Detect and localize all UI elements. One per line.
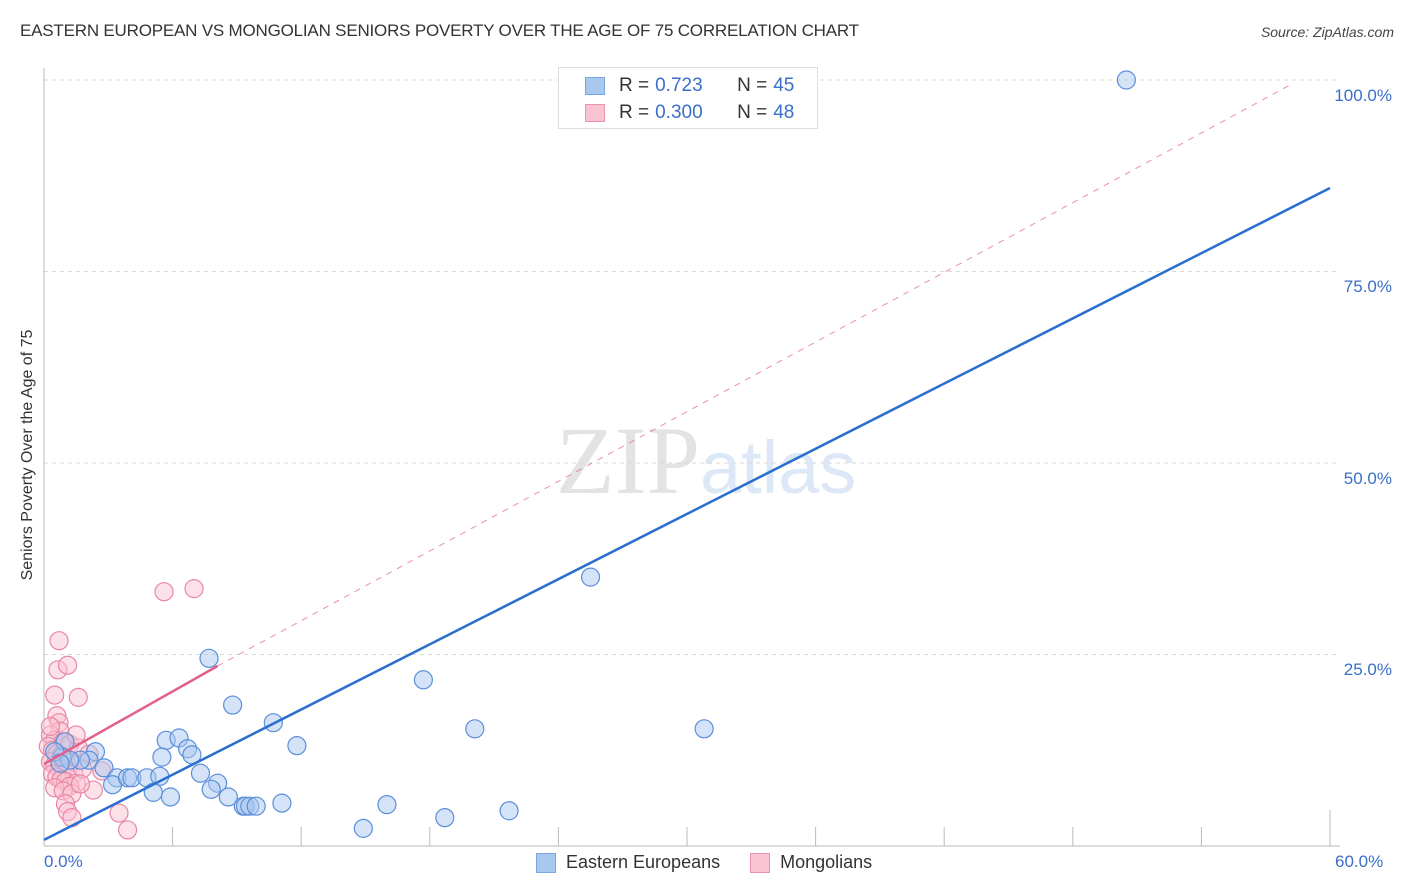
source-credit: Source: ZipAtlas.com: [1260, 24, 1394, 40]
x-tick-0: 0.0%: [44, 852, 83, 871]
r-label: R =: [619, 102, 650, 123]
legend-row-eastern-europeans: R = 0.723 N = 45: [585, 74, 794, 98]
data-point: [152, 747, 172, 767]
data-point: [377, 795, 397, 815]
blue-swatch-icon: [585, 77, 605, 95]
legend-label: Eastern Europeans: [566, 852, 721, 872]
data-point: [199, 648, 219, 668]
correlation-legend: R = 0.723 N = 45 R = 0.300 N = 48: [558, 67, 818, 129]
eastern-europeans-points: [45, 70, 1136, 838]
data-point: [109, 803, 129, 823]
axes: [43, 68, 1340, 847]
data-point: [143, 782, 163, 802]
data-point: [62, 808, 82, 828]
y-tick-75: 75.0%: [1343, 277, 1392, 296]
data-point: [117, 820, 138, 840]
pink-swatch-icon: [750, 852, 771, 873]
y-tick-50: 50.0%: [1343, 469, 1392, 488]
data-point: [94, 758, 114, 778]
trendlines: [43, 84, 1331, 841]
data-point: [435, 808, 455, 828]
n-label: N =: [737, 75, 768, 96]
data-point: [287, 736, 307, 756]
y-tick-25: 25.0%: [1343, 660, 1392, 679]
blue-swatch-icon: [536, 852, 556, 873]
series-legend: Eastern Europeans Mongolians: [536, 852, 902, 873]
r-label: R =: [619, 75, 650, 96]
data-point: [154, 582, 174, 602]
n-value: 48: [773, 102, 795, 123]
legend-item-eastern-europeans[interactable]: Eastern Europeans: [536, 852, 720, 873]
y-tick-100: 100.0%: [1334, 86, 1392, 105]
data-point: [190, 763, 211, 783]
data-point: [499, 801, 519, 821]
data-point: [49, 631, 69, 651]
data-point: [1116, 70, 1136, 90]
r-value: 0.723: [655, 75, 703, 96]
data-point: [413, 670, 433, 690]
data-point: [272, 793, 292, 813]
r-value: 0.300: [655, 102, 703, 123]
data-point: [465, 719, 485, 739]
watermark: ZIPatlas: [556, 405, 856, 516]
watermark-zip: ZIP: [556, 407, 700, 514]
data-point: [45, 685, 65, 705]
chart-title: EASTERN EUROPEAN VS MONGOLIAN SENIORS PO…: [20, 21, 859, 40]
data-point: [223, 695, 243, 715]
n-label: N =: [737, 102, 768, 123]
legend-row-mongolians: R = 0.300 N = 48: [585, 101, 794, 125]
legend-label: Mongolians: [780, 852, 873, 872]
n-value: 45: [773, 75, 795, 96]
data-point: [70, 774, 91, 794]
data-point: [40, 716, 61, 737]
data-point: [694, 719, 714, 739]
data-point: [353, 818, 373, 838]
data-point: [184, 579, 204, 599]
pink-swatch-icon: [585, 104, 605, 122]
data-point: [68, 687, 88, 707]
legend-item-mongolians[interactable]: Mongolians: [750, 852, 872, 873]
gridlines: [44, 79, 1340, 655]
data-point: [160, 787, 181, 807]
data-point: [580, 567, 601, 587]
data-point: [57, 655, 78, 675]
data-point: [50, 753, 70, 773]
data-point: [218, 787, 238, 807]
x-tick-60: 60.0%: [1335, 852, 1384, 871]
data-point: [246, 796, 266, 816]
data-point: [201, 779, 221, 799]
